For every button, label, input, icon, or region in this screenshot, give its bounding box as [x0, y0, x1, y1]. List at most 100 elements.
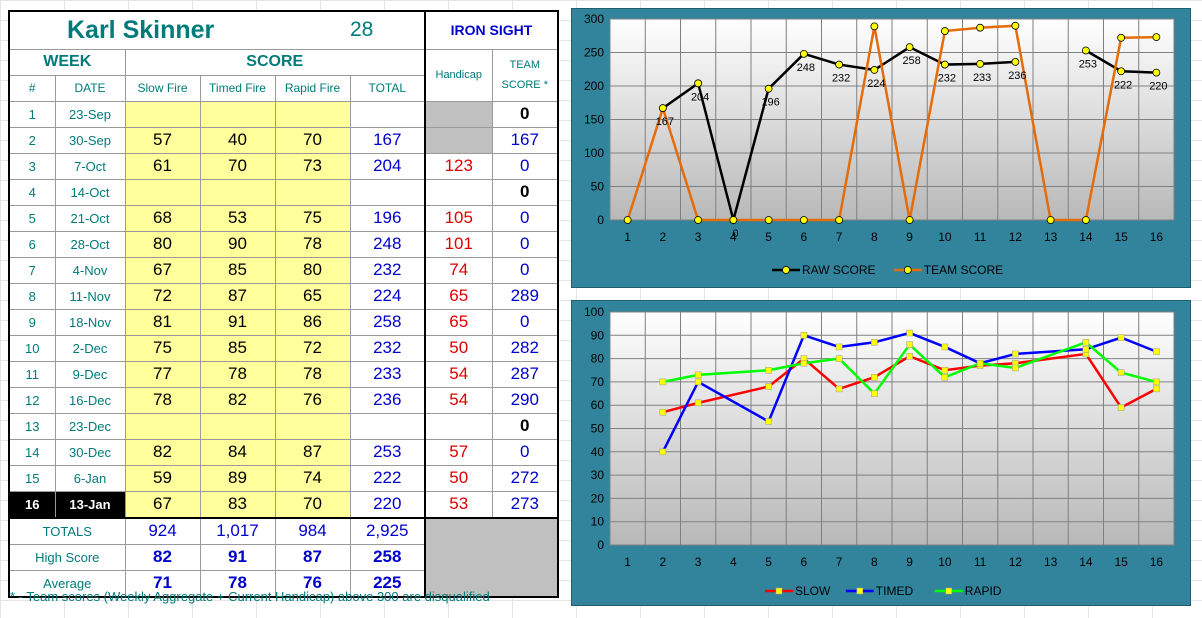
- data-point: [976, 23, 985, 32]
- data-label: 258: [902, 55, 920, 67]
- y-tick-label: 20: [591, 491, 605, 505]
- week-number-cell: 4: [8, 178, 56, 206]
- team-name: IRON SIGHT: [424, 10, 559, 50]
- x-tick-label: 13: [1044, 230, 1058, 244]
- legend-swatch-marker: [775, 587, 783, 595]
- timed-fire-cell: 78: [199, 360, 276, 388]
- x-tick-label: 16: [1150, 230, 1164, 244]
- y-tick-label: 50: [591, 422, 605, 436]
- x-tick-label: 5: [765, 555, 772, 569]
- timed-fire-cell: 84: [199, 438, 276, 466]
- summary-label: High Score: [8, 543, 126, 571]
- week-heading: WEEK: [8, 48, 126, 76]
- y-tick-label: 300: [584, 12, 604, 26]
- slow-fire-cell: 72: [124, 282, 201, 310]
- x-tick-label: 11: [974, 555, 987, 569]
- x-tick-label: 16: [1150, 555, 1164, 569]
- rapid-fire-cell: 74: [274, 464, 351, 492]
- date-cell: 21-Oct: [54, 204, 126, 232]
- slow-fire-cell: 67: [124, 490, 201, 518]
- data-point: [1081, 46, 1090, 55]
- summary-timed: 78: [199, 569, 276, 598]
- summary-slow: 82: [124, 543, 201, 571]
- data-point: [940, 27, 949, 35]
- week-number-cell: 7: [8, 256, 56, 284]
- data-point: [1046, 216, 1055, 224]
- data-label: 253: [1079, 58, 1097, 70]
- handicap-cell: 50: [424, 464, 493, 492]
- date-cell: 23-Dec: [54, 412, 126, 440]
- timed-fire-cell: 89: [199, 464, 276, 492]
- data-point: [835, 385, 843, 393]
- table-row: 3 7-Oct 61 70 73 204 123 0: [8, 152, 559, 180]
- team-score-cell: 167: [491, 126, 559, 154]
- data-point: [870, 66, 879, 74]
- week-number-cell: 8: [8, 282, 56, 310]
- x-tick-label: 13: [1044, 555, 1058, 569]
- slow-fire-cell: 80: [124, 230, 201, 258]
- handicap-cell: 57: [424, 438, 493, 466]
- y-tick-label: 90: [591, 328, 605, 342]
- date-cell: 30-Sep: [54, 126, 126, 154]
- timed-fire-cell: [199, 178, 276, 206]
- date-cell: 18-Nov: [54, 308, 126, 336]
- handicap-cell: 54: [424, 360, 493, 388]
- x-tick-label: 15: [1114, 230, 1128, 244]
- data-point: [1117, 67, 1126, 76]
- slow-fire-cell: [124, 178, 201, 206]
- y-tick-label: 150: [584, 113, 604, 127]
- total-cell: 236: [349, 386, 426, 414]
- slow-fire-cell: 57: [124, 126, 201, 154]
- handicap-cell: [424, 412, 493, 440]
- data-label: 204: [691, 91, 709, 103]
- x-tick-label: 11: [974, 230, 987, 244]
- timed-fire-cell: 87: [199, 282, 276, 310]
- data-point: [1153, 385, 1160, 393]
- x-tick-label: 5: [765, 230, 772, 244]
- y-tick-label: 10: [591, 515, 605, 529]
- data-point: [799, 216, 808, 224]
- data-point: [1011, 57, 1020, 66]
- legend-swatch-marker: [782, 266, 790, 274]
- x-tick-label: 3: [695, 230, 702, 244]
- y-tick-label: 30: [591, 468, 605, 482]
- y-tick-label: 60: [591, 398, 605, 412]
- team-score-cell: 0: [491, 308, 559, 336]
- x-tick-label: 7: [836, 555, 843, 569]
- handicap-cell: 123: [424, 152, 493, 180]
- x-tick-label: 2: [660, 555, 667, 569]
- table-row: 11 9-Dec 77 78 78 233 54 287: [8, 360, 559, 388]
- x-tick-label: 12: [1009, 230, 1023, 244]
- total-cell: [349, 412, 426, 440]
- legend-swatch-marker: [903, 266, 912, 274]
- rapid-fire-cell: 65: [274, 282, 351, 310]
- data-label: 224: [867, 78, 885, 90]
- timed-heading: Timed Fire: [199, 74, 276, 102]
- data-point: [1117, 369, 1125, 376]
- slow-fire-cell: 82: [124, 438, 201, 466]
- data-label: 0: [732, 228, 738, 240]
- data-point: [905, 216, 914, 224]
- table-row: 14 30-Dec 82 84 87 253 57 0: [8, 438, 559, 466]
- x-tick-label: 6: [801, 230, 808, 244]
- data-point: [765, 383, 772, 390]
- data-point: [1117, 334, 1125, 341]
- total-score-chart: 0 50 100 150 200 250 300 1 2 3 4 5 6 7 8 9 10 11 12 13 14 15 1…: [571, 8, 1191, 288]
- table-row: 1 23-Sep 0: [8, 100, 559, 128]
- x-tick-label: 9: [906, 555, 913, 569]
- data-point: [906, 341, 913, 348]
- slow-fire-cell: 78: [124, 386, 201, 414]
- x-tick-label: 1: [624, 555, 631, 569]
- data-point: [906, 353, 913, 360]
- data-point: [871, 339, 878, 346]
- data-label: 233: [973, 72, 991, 84]
- handicap-cell: 105: [424, 204, 493, 232]
- data-point: [800, 360, 808, 367]
- date-heading: DATE: [54, 74, 126, 102]
- data-label: 220: [1149, 81, 1167, 93]
- summary-total: 225: [349, 569, 426, 598]
- summary-rapid: 87: [274, 543, 351, 571]
- week-number-cell: 12: [8, 386, 56, 414]
- data-point: [906, 329, 913, 337]
- slow-fire-cell: [124, 100, 201, 128]
